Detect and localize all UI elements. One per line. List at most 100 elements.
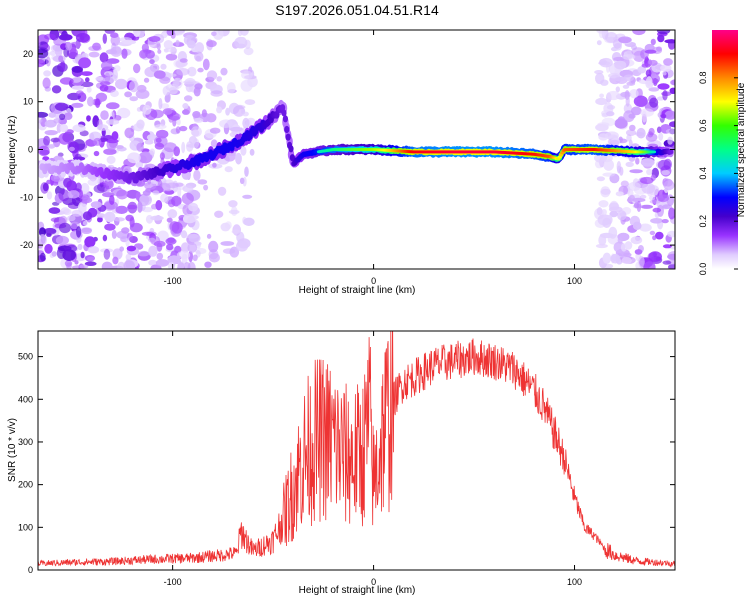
noise-blob — [183, 80, 197, 85]
noise-blob — [636, 127, 646, 139]
noise-blob — [626, 81, 636, 86]
noise-blob — [111, 131, 119, 141]
noise-blob — [100, 61, 113, 71]
noise-blob — [104, 201, 118, 210]
chart-title: S197.2026.051.04.51.R14 — [275, 2, 439, 18]
noise-blob — [84, 261, 97, 267]
noise-blob — [660, 113, 667, 119]
noise-blob — [203, 184, 209, 191]
noise-blob — [165, 53, 178, 61]
noise-blob — [117, 107, 131, 119]
noise-blob — [243, 217, 255, 226]
noise-blob — [667, 253, 675, 260]
noise-blob — [51, 85, 62, 94]
noise-blob — [625, 95, 630, 107]
noise-blob — [241, 108, 246, 115]
noise-blob — [160, 63, 167, 70]
noise-blob — [46, 191, 53, 200]
noise-blob — [210, 90, 223, 97]
noise-blob — [137, 201, 143, 213]
noise-blob — [176, 250, 191, 260]
noise-blob — [596, 40, 602, 46]
noise-blob — [148, 259, 158, 266]
x-tick-label: -100 — [164, 577, 182, 587]
noise-blob — [38, 48, 49, 59]
noise-blob — [662, 260, 672, 265]
noise-blob — [163, 142, 177, 153]
noise-blob — [44, 243, 53, 254]
noise-blob — [58, 189, 70, 202]
noise-blob — [50, 174, 65, 182]
ridge-mid — [289, 154, 295, 162]
noise-blob — [157, 49, 162, 54]
y-tick-label: 20 — [23, 49, 33, 59]
noise-blob — [121, 227, 130, 234]
noise-blob — [187, 242, 198, 253]
noise-blob — [640, 204, 654, 209]
noise-blob — [225, 221, 232, 230]
noise-blob — [662, 204, 672, 209]
noise-blob — [136, 119, 145, 129]
noise-blob — [162, 86, 170, 96]
noise-blob — [208, 252, 220, 263]
noise-blob — [662, 244, 672, 249]
noise-blob — [595, 97, 608, 106]
noise-blob — [662, 71, 667, 76]
noise-blob — [135, 89, 150, 99]
noise-blob — [646, 76, 653, 87]
noise-blob — [71, 102, 84, 108]
noise-blob — [175, 39, 180, 47]
noise-blob — [606, 105, 616, 110]
noise-blob — [184, 95, 193, 102]
noise-blob — [176, 118, 181, 126]
snr-panel: -100 0 100 0 100 200 300 400 500 Height of strai… — [7, 330, 676, 596]
noise-blob — [167, 255, 181, 265]
noise-blob — [45, 56, 51, 67]
noise-blob — [632, 30, 646, 36]
noise-blob — [224, 166, 233, 173]
noise-blob — [663, 180, 675, 191]
noise-blob — [99, 52, 109, 63]
noise-blob — [601, 209, 607, 216]
y-tick-label: 100 — [18, 522, 33, 532]
noise-blob — [667, 230, 675, 238]
noise-blob — [174, 78, 180, 88]
noise-blob — [598, 133, 609, 141]
noise-blob — [623, 110, 635, 123]
noise-blob — [655, 231, 664, 240]
noise-blob — [121, 48, 128, 59]
noise-blob — [43, 135, 51, 146]
noise-blob — [182, 185, 194, 193]
ridge-mid — [285, 133, 291, 141]
noise-blob — [96, 124, 109, 131]
colorbar-tick-label: 0.4 — [698, 167, 708, 180]
ridge-mid — [284, 125, 290, 134]
noise-blob — [167, 209, 178, 219]
noise-blob — [109, 195, 115, 205]
snr-ylabel: SNR (10 * v/v) — [7, 418, 18, 482]
noise-blob — [173, 146, 180, 157]
noise-blob — [97, 217, 103, 223]
noise-blob — [160, 193, 169, 203]
noise-blob — [229, 126, 243, 132]
noise-blob — [166, 30, 175, 36]
noise-blob — [42, 77, 51, 89]
noise-blob — [103, 179, 114, 190]
noise-blob — [606, 111, 615, 117]
noise-blob — [50, 137, 60, 143]
noise-blob — [594, 70, 604, 75]
noise-blob — [124, 127, 135, 139]
noise-blob — [217, 186, 227, 196]
noise-blob — [72, 124, 86, 133]
noise-blob — [648, 127, 655, 136]
noise-blob — [648, 196, 656, 201]
noise-blob — [668, 263, 675, 269]
noise-blob — [609, 139, 620, 146]
ridge-mid — [123, 170, 129, 179]
colorbar-tick-label: 0.0 — [698, 263, 708, 276]
noise-blob — [125, 253, 132, 261]
noise-blob — [614, 118, 628, 129]
noise-blob — [186, 141, 194, 152]
colorbar-gradient — [712, 30, 738, 269]
